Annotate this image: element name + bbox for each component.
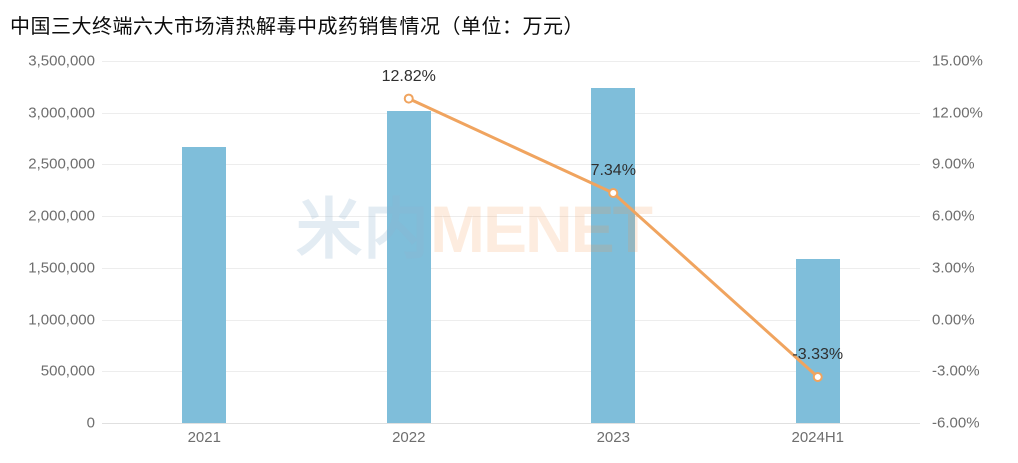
x-axis-label-2022: 2022 xyxy=(392,429,426,446)
bar-2023[interactable] xyxy=(591,88,636,423)
left-axis-tick-label: 0 xyxy=(86,414,95,432)
left-axis-tick-label: 1,500,000 xyxy=(28,259,95,277)
x-axis-label-2021: 2021 xyxy=(187,429,221,446)
point-label-2023: 7.34% xyxy=(590,162,636,180)
right-axis-tick-label: -3.00% xyxy=(932,362,980,380)
gridline xyxy=(102,423,920,424)
x-axis-label-2023: 2023 xyxy=(596,429,630,446)
bar-2022[interactable] xyxy=(386,111,431,423)
gridline xyxy=(102,112,920,114)
line-marker-2022[interactable] xyxy=(403,93,414,104)
right-axis-tick-label: 9.00% xyxy=(932,155,975,173)
right-axis-tick-label: -6.00% xyxy=(932,414,980,432)
bar-2021[interactable] xyxy=(182,146,227,423)
right-axis-tick-label: 12.00% xyxy=(932,104,983,122)
left-axis-tick-label: 2,000,000 xyxy=(28,207,95,225)
left-axis-tick-label: 1,000,000 xyxy=(28,311,95,329)
left-axis-tick-label: 2,500,000 xyxy=(28,155,95,173)
gridline xyxy=(102,61,920,62)
chart-title: 中国三大终端六大市场清热解毒中成药销售情况（单位：万元） xyxy=(10,16,584,38)
left-axis-tick-label: 3,000,000 xyxy=(28,104,95,122)
left-axis-tick-label: 500,000 xyxy=(40,362,95,380)
bar-2024H1[interactable] xyxy=(795,258,840,423)
right-axis-tick-label: 6.00% xyxy=(932,207,975,225)
right-axis-tick-label: 15.00% xyxy=(932,52,983,70)
point-label-2024H1: -3.33% xyxy=(792,345,844,363)
right-axis-tick-label: 0.00% xyxy=(932,311,975,329)
right-axis-tick-label: 3.00% xyxy=(932,259,975,277)
left-axis-tick-label: 3,500,000 xyxy=(28,52,95,70)
point-label-2022: 12.82% xyxy=(381,67,436,85)
x-axis-label-2024H1: 2024H1 xyxy=(791,429,845,446)
